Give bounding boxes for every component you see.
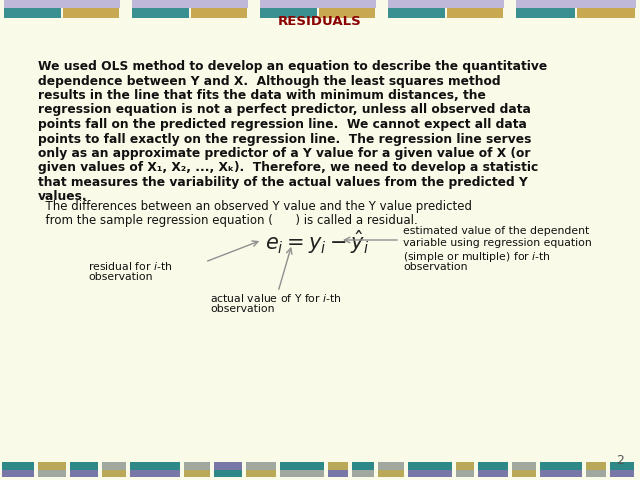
Text: points fall on the predicted regression line.  We cannot expect all data: points fall on the predicted regression … (38, 118, 527, 131)
Bar (102, 462, 126, 470)
Bar (456, 462, 474, 470)
Bar (328, 470, 348, 477)
Text: only as an approximate predictor of a Y value for a given value of X (or: only as an approximate predictor of a Y … (38, 147, 531, 160)
Bar (2, 470, 34, 477)
Text: 2: 2 (616, 454, 624, 467)
Text: estimated value of the dependent: estimated value of the dependent (403, 226, 589, 236)
Bar (378, 470, 404, 477)
Bar (70, 470, 98, 477)
Bar (378, 462, 404, 470)
Bar (388, 8, 445, 18)
Bar (388, 0, 504, 8)
Bar (132, 8, 189, 18)
Bar (577, 8, 635, 18)
Bar (328, 462, 348, 470)
Text: given values of X₁, X₂, ..., Xₖ).  Therefore, we need to develop a statistic: given values of X₁, X₂, ..., Xₖ). Theref… (38, 161, 538, 175)
Bar (280, 462, 324, 470)
Text: residual for $i$-th: residual for $i$-th (88, 260, 172, 272)
Bar (516, 8, 575, 18)
Bar (130, 462, 180, 470)
Bar (352, 462, 374, 470)
Bar (246, 462, 276, 470)
Text: that measures the variability of the actual values from the predicted Y: that measures the variability of the act… (38, 176, 528, 189)
Text: observation: observation (88, 272, 152, 282)
Bar (184, 470, 210, 477)
Bar (610, 462, 634, 470)
Bar (4, 0, 120, 8)
Bar (280, 470, 324, 477)
Text: actual value of Y for $i$-th: actual value of Y for $i$-th (210, 292, 342, 304)
Bar (70, 462, 98, 470)
Text: The differences between an observed Y value and the Y value predicted: The differences between an observed Y va… (38, 200, 472, 213)
Bar (408, 462, 452, 470)
Bar (132, 0, 248, 8)
Bar (512, 462, 536, 470)
Text: from the sample regression equation (      ) is called a residual.: from the sample regression equation ( ) … (38, 214, 418, 227)
Bar (478, 462, 508, 470)
Bar (38, 470, 66, 477)
Bar (260, 8, 317, 18)
Bar (214, 462, 242, 470)
Text: (simple or multiple) for $i$-th: (simple or multiple) for $i$-th (403, 250, 551, 264)
Text: $e_i = y_i - \hat{y}_i$: $e_i = y_i - \hat{y}_i$ (265, 228, 369, 256)
Text: points to fall exactly on the regression line.  The regression line serves: points to fall exactly on the regression… (38, 132, 531, 145)
Bar (102, 470, 126, 477)
Bar (184, 462, 210, 470)
Bar (586, 470, 606, 477)
Bar (246, 470, 276, 477)
Bar (512, 470, 536, 477)
Bar (260, 0, 376, 8)
Bar (478, 470, 508, 477)
Bar (540, 470, 582, 477)
Text: observation: observation (210, 304, 275, 314)
Bar (447, 8, 503, 18)
Bar (408, 470, 452, 477)
Bar (63, 8, 119, 18)
Bar (586, 462, 606, 470)
Text: results in the line that fits the data with minimum distances, the: results in the line that fits the data w… (38, 89, 486, 102)
Bar (610, 470, 634, 477)
Bar (540, 462, 582, 470)
Text: RESIDUALS: RESIDUALS (278, 15, 362, 28)
Text: We used OLS method to develop an equation to describe the quantitative: We used OLS method to develop an equatio… (38, 60, 547, 73)
Bar (38, 462, 66, 470)
Text: variable using regression equation: variable using regression equation (403, 238, 592, 248)
Bar (214, 470, 242, 477)
Bar (130, 470, 180, 477)
Text: regression equation is not a perfect predictor, unless all observed data: regression equation is not a perfect pre… (38, 104, 531, 117)
Bar (2, 462, 34, 470)
Bar (352, 470, 374, 477)
Bar (191, 8, 247, 18)
Bar (456, 470, 474, 477)
Bar (4, 8, 61, 18)
Text: dependence between Y and X.  Although the least squares method: dependence between Y and X. Although the… (38, 74, 500, 87)
Text: observation: observation (403, 262, 467, 272)
Bar (319, 8, 375, 18)
Bar (516, 0, 636, 8)
Text: values.: values. (38, 191, 88, 204)
